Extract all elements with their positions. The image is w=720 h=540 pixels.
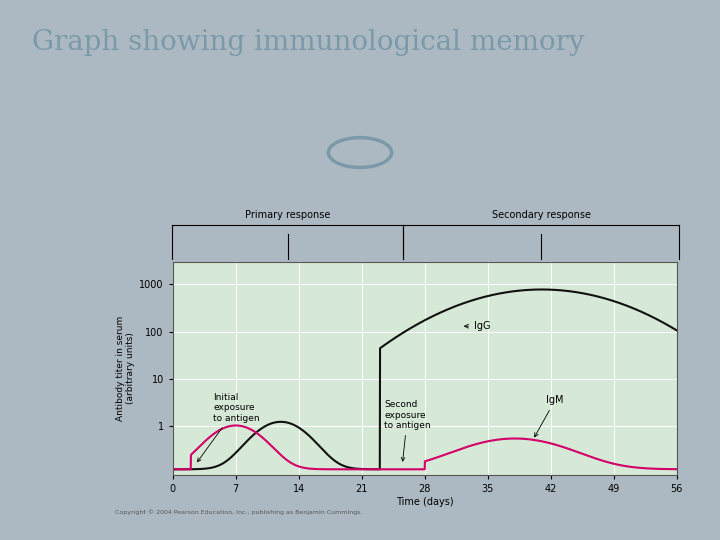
Text: Second
exposure
to antigen: Second exposure to antigen	[384, 400, 431, 461]
Text: Secondary response: Secondary response	[492, 210, 590, 220]
Text: Copyright © 2004 Pearson Education, Inc., publishing as Benjamin Cummings.: Copyright © 2004 Pearson Education, Inc.…	[115, 509, 363, 515]
Text: Initial
exposure
to antigen: Initial exposure to antigen	[197, 393, 260, 462]
Text: IgM: IgM	[535, 395, 564, 437]
Text: IgG: IgG	[464, 321, 491, 331]
Y-axis label: Antibody titer in serum
(arbitrary units): Antibody titer in serum (arbitrary units…	[116, 316, 135, 421]
Text: Primary response: Primary response	[245, 210, 330, 220]
Text: Graph showing immunological memory: Graph showing immunological memory	[32, 29, 585, 56]
X-axis label: Time (days): Time (days)	[396, 497, 454, 507]
